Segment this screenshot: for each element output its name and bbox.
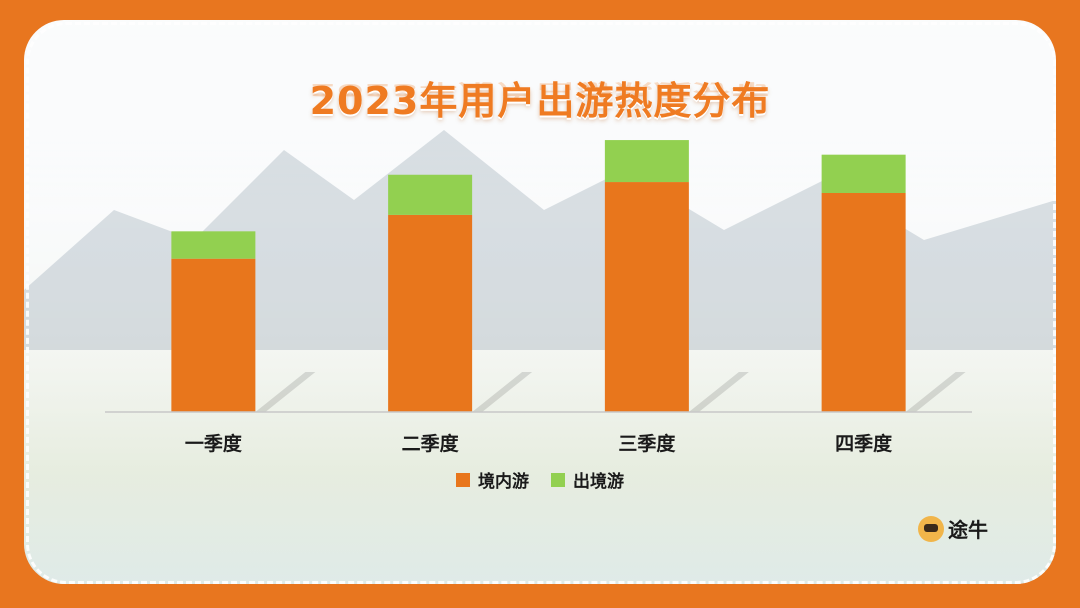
legend-swatch-domestic: [456, 472, 470, 487]
bar-domestic-3: [604, 182, 689, 412]
bar-shadow: [688, 372, 749, 412]
tuniu-logo-icon: [918, 515, 944, 542]
bar-outbound-3: [604, 140, 689, 183]
legend-item-domestic: 境内游: [456, 467, 529, 492]
legend-swatch-outbound: [551, 472, 565, 487]
bar-outbound-2: [388, 174, 473, 215]
legend-item-outbound: 出境游: [551, 467, 624, 492]
category-label: 一季度: [185, 432, 243, 455]
legend-label-domestic: 境内游: [478, 472, 529, 492]
category-label: 四季度: [835, 432, 893, 455]
bar-domestic-1: [171, 258, 256, 412]
mountain-backdrop: [24, 130, 1056, 350]
chart-title: 2023年用户出游热度分布: [309, 79, 771, 123]
bar-shadow: [255, 372, 316, 412]
category-label: 三季度: [618, 432, 676, 455]
bar-outbound-1: [171, 231, 256, 259]
bar-domestic-2: [388, 214, 473, 412]
tuniu-logo: 途牛: [918, 514, 988, 543]
bar-domestic-4: [821, 193, 906, 412]
logo-text: 途牛: [948, 518, 988, 542]
legend-label-outbound: 出境游: [573, 472, 624, 492]
bar-shadow: [472, 372, 533, 412]
category-label: 二季度: [402, 432, 460, 455]
bar-outbound-4: [821, 154, 906, 193]
legend: 境内游 出境游: [0, 467, 1080, 492]
bar-shadow: [905, 372, 966, 412]
